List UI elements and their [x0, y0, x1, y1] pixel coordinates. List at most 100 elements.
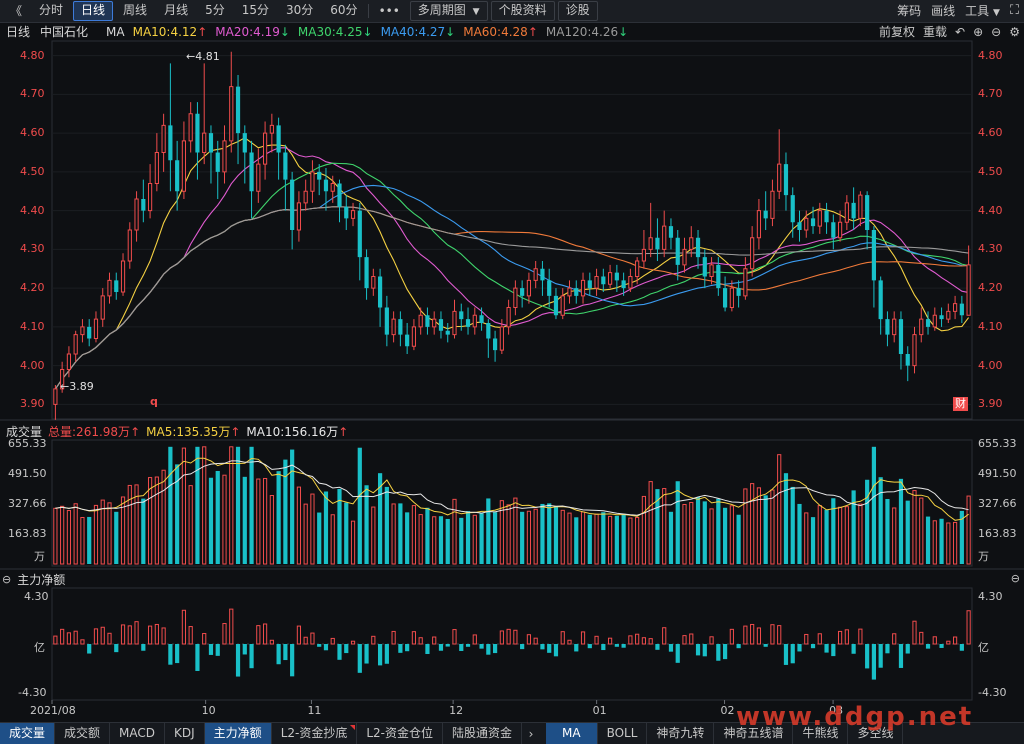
ma-legend-item[interactable]: MA10:4.12↑ [133, 25, 208, 39]
price-tick-label: 4.50 [20, 164, 45, 178]
ma-legend-item[interactable]: MA60:4.28↑ [463, 25, 538, 39]
ma-legend-item[interactable]: MA40:4.27↓ [381, 25, 456, 39]
candle-body [871, 230, 877, 281]
tab-period[interactable]: 分时 [39, 3, 64, 17]
multi-period-dropdown[interactable]: 多周期图 ▼ [409, 1, 488, 21]
indicator-tab[interactable]: 陆股通资金 [443, 723, 523, 744]
flow-bar [520, 644, 525, 650]
price-tick-label: 4.80 [978, 48, 1003, 62]
ma-legend-item[interactable]: MA20:4.19↓ [215, 25, 290, 39]
overlay-button[interactable]: 重载 [923, 25, 948, 39]
indicator-tab[interactable]: 主力净额 [204, 723, 272, 744]
volume-bar [689, 501, 694, 565]
candle-body [235, 86, 241, 134]
multi-period-label: 多周期图 [417, 3, 466, 17]
arrow-up-icon: ↑ [338, 424, 349, 439]
flow-bar [668, 644, 674, 652]
overlay-tab[interactable]: MA [546, 723, 598, 744]
candle-body [438, 319, 444, 331]
volume-bar [323, 491, 329, 564]
candle-body [959, 303, 964, 316]
flow-bar [675, 644, 680, 663]
candle-body [418, 314, 423, 328]
ma-legend-item[interactable]: MA30:4.25↓ [298, 25, 373, 39]
flow-bar [432, 636, 437, 645]
volume-bar [411, 505, 417, 565]
volume-bar [966, 495, 971, 565]
back-button[interactable]: 《 [10, 4, 23, 18]
volume-bar [93, 504, 99, 565]
volume-bar [858, 503, 863, 565]
tab-period[interactable]: 周线 [123, 3, 148, 17]
ma-trend-arrow-icon: ↑ [197, 24, 208, 39]
flow-bar [330, 637, 335, 645]
adjust-button[interactable]: 前复权 [879, 25, 916, 39]
volume-bar [195, 446, 200, 564]
candle-body [371, 276, 376, 289]
x-axis-label: 11 [307, 704, 322, 717]
volume-bar [824, 509, 829, 564]
tab-period[interactable]: 60分 [330, 3, 358, 17]
volume-bar [168, 446, 173, 564]
candle-body [892, 318, 897, 336]
scroll-right-icon[interactable]: › [528, 726, 534, 741]
volume-bar [486, 498, 491, 564]
volume-bar [73, 503, 78, 565]
volume-bar [465, 511, 471, 564]
stock-info-button[interactable]: 个股资料 [490, 1, 555, 21]
tab-period[interactable]: 5分 [205, 3, 225, 17]
candle-body [540, 268, 545, 281]
overlay-tab[interactable]: BOLL [598, 723, 648, 744]
chip-button[interactable]: 筹码 [897, 4, 922, 18]
draw-line-button[interactable]: 画线 [931, 4, 956, 18]
volume-bar [114, 511, 119, 564]
candle-body [885, 319, 890, 335]
volume-bar [560, 509, 565, 565]
tab-period[interactable]: 月线 [164, 3, 189, 17]
q-marker[interactable]: q [150, 395, 158, 408]
candle-body [925, 319, 931, 327]
candle-body [175, 160, 180, 192]
indicator-tab[interactable]: L2-资金仓位 [357, 723, 443, 744]
flow-bar [418, 637, 423, 645]
flow-bar [553, 644, 559, 657]
fullscreen-icon[interactable]: ⛶ [1009, 3, 1019, 18]
volume-bar [405, 512, 410, 564]
zoom-in-icon[interactable]: ⊕ [973, 24, 984, 39]
collapse-icon[interactable]: ⊖ [1010, 572, 1020, 585]
overlay-tab[interactable]: 牛熊线 [793, 723, 849, 744]
candle-body [87, 326, 92, 339]
financial-marker[interactable]: 财 [953, 397, 968, 411]
overlay-tab[interactable]: 多空线 [848, 723, 904, 744]
candle-body [810, 218, 816, 227]
tab-period[interactable]: 15分 [241, 3, 269, 17]
zoom-out-icon[interactable]: ⊖ [991, 24, 1002, 39]
volume-bar [729, 505, 734, 565]
candle-body [411, 326, 417, 347]
tab-period[interactable]: 日线 [73, 1, 114, 21]
diagnose-button[interactable]: 诊股 [557, 1, 598, 21]
flow-bar [892, 633, 897, 645]
candle-body [73, 334, 78, 355]
more-button[interactable]: ••• [378, 4, 400, 18]
overlay-tab[interactable]: 神奇九转 [647, 723, 715, 744]
tools-menu[interactable]: 工具 ▼ [960, 2, 1005, 20]
flow-bar [215, 644, 220, 656]
indicator-tab[interactable]: MACD [110, 723, 166, 744]
flow-bar [60, 628, 65, 645]
indicator-tab[interactable]: 成交量 [0, 723, 56, 744]
ma-legend-item[interactable]: MA120:4.26↓ [546, 25, 628, 39]
indicator-tab[interactable]: 成交额 [55, 723, 111, 744]
candle-body [168, 125, 173, 161]
collapse-icon[interactable]: ⊖ [2, 572, 12, 586]
overlay-tab[interactable]: 神奇五线谱 [714, 723, 794, 744]
flow-bar [851, 644, 856, 654]
kline-chart[interactable] [0, 0, 1024, 722]
volume-bar [695, 497, 701, 564]
flow-bar [905, 644, 910, 654]
indicator-tab[interactable]: KDJ [165, 723, 205, 744]
undo-icon[interactable]: ↶ [955, 24, 966, 39]
tab-period[interactable]: 30分 [286, 3, 314, 17]
settings-icon[interactable]: ⚙ [1009, 24, 1020, 39]
indicator-tab[interactable]: L2-资金抄底 [272, 723, 358, 744]
